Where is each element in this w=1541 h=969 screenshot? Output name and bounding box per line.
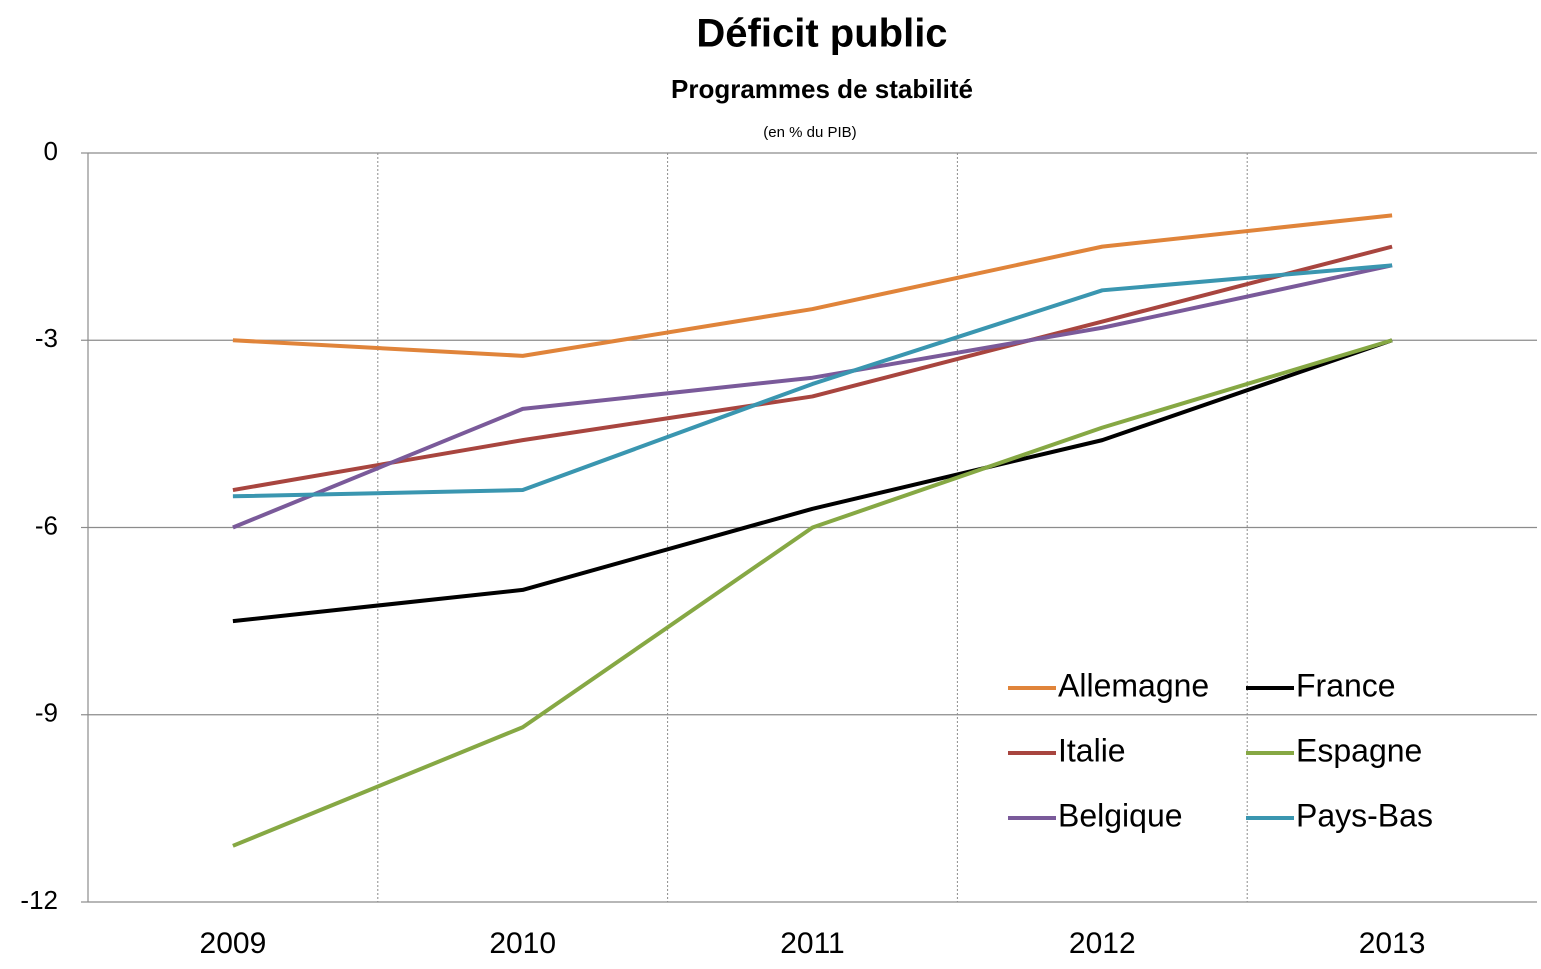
series-line xyxy=(232,263,1393,530)
chart-note: (en % du PIB) xyxy=(763,124,856,141)
series-line xyxy=(232,338,1393,624)
legend-label: France xyxy=(1296,667,1396,703)
legend-label: Pays-Bas xyxy=(1296,797,1433,833)
x-tick-label: 2010 xyxy=(489,927,556,960)
series-line xyxy=(232,213,1393,358)
y-tick-label: -6 xyxy=(35,510,58,540)
legend-label: Espagne xyxy=(1296,732,1422,768)
chart-title: Déficit public xyxy=(696,12,947,56)
legend-label: Italie xyxy=(1058,732,1126,768)
y-tick-label: -9 xyxy=(35,698,58,728)
series-line xyxy=(232,338,1393,848)
x-tick-label: 2009 xyxy=(200,927,267,960)
legend-label: Allemagne xyxy=(1058,667,1209,703)
y-tick-label: -3 xyxy=(35,323,58,353)
series-line xyxy=(232,263,1393,499)
x-tick-label: 2011 xyxy=(780,927,845,960)
x-tick-label: 2012 xyxy=(1069,927,1136,960)
y-tick-label: -12 xyxy=(20,885,58,915)
series-line xyxy=(232,244,1393,493)
chart-subtitle: Programmes de stabilité xyxy=(671,74,973,104)
x-tick-label: 2013 xyxy=(1359,927,1426,960)
legend-label: Belgique xyxy=(1058,797,1183,833)
y-tick-label: 0 xyxy=(44,136,58,166)
